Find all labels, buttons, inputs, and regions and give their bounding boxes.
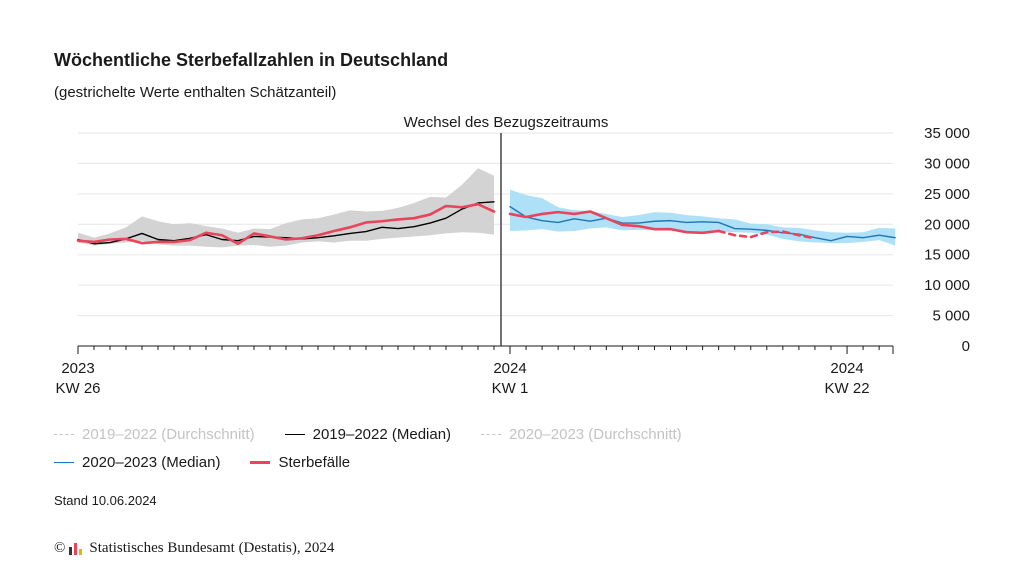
- range-band-2019-2022: [78, 168, 494, 248]
- x-tick-label-week: KW 26: [55, 380, 100, 397]
- copyright-symbol: ©: [54, 540, 66, 556]
- chart-title: Wöchentliche Sterbefallzahlen in Deutsch…: [54, 50, 449, 70]
- legend-label: Sterbefälle: [278, 453, 351, 471]
- legend: 2019–2022 (Durchschnitt) 2019–2022 (Media…: [54, 420, 712, 476]
- y-tick-label: 30 000: [924, 155, 970, 172]
- legend-swatch: [481, 433, 502, 435]
- y-tick-label: 20 000: [924, 216, 970, 233]
- x-tick-label-year: 2024: [493, 360, 526, 377]
- grid-lines: [78, 132, 893, 317]
- x-tick-label-year: 2023: [61, 360, 94, 377]
- y-tick-label: 0: [962, 338, 970, 355]
- x-tick-label-week: KW 1: [492, 380, 529, 397]
- y-tick-label: 35 000: [924, 125, 970, 142]
- median-line-2019-2022: [77, 201, 495, 245]
- y-tick-label: 5 000: [932, 308, 970, 325]
- period-change-annotation: Wechsel des Bezugszeitraums: [404, 114, 609, 131]
- data-status-date: Stand 10.06.2024: [54, 493, 157, 508]
- legend-item: 2019–2022 (Median): [284, 425, 452, 443]
- legend-label: 2019–2022 (Durchschnitt): [82, 425, 255, 443]
- chart-area: 0 5 000 10 000 15 000 20 000 25 000 30 000 35 0…: [55, 114, 970, 397]
- series-lines: [76, 201, 896, 246]
- deaths-line-2024: [508, 210, 720, 235]
- x-tick-label-year: 2024: [830, 360, 863, 377]
- x-axis: 2023 KW 26 2024 KW 1 2024 KW 22: [55, 345, 894, 397]
- source-credit: © Statistisches Bundesamt (Destatis), 20…: [54, 540, 334, 557]
- legend-item: 2019–2022 (Durchschnitt): [54, 426, 255, 443]
- range-band-2020-2023: [510, 189, 896, 246]
- legend-label: 2020–2023 (Median): [82, 453, 221, 471]
- y-tick-label: 10 000: [924, 277, 970, 294]
- legend-item: 2020–2023 (Median): [54, 454, 220, 471]
- source-text: Statistisches Bundesamt (Destatis), 2024: [89, 540, 335, 556]
- legend-swatch: [54, 433, 74, 435]
- deaths-line-2023: [76, 202, 496, 246]
- destatis-logo-icon: [69, 542, 83, 555]
- legend-swatch: [284, 433, 305, 435]
- y-tick-label: 15 000: [924, 247, 970, 264]
- legend-item: Sterbefälle: [250, 454, 350, 471]
- legend-swatch: [54, 461, 74, 463]
- y-tick-label: 25 000: [924, 186, 970, 203]
- y-axis-tick-labels: 0 5 000 10 000 15 000 20 000 25 000 30 000 35 0…: [924, 125, 970, 355]
- x-tick-label-week: KW 22: [825, 380, 870, 397]
- legend-label: 2020–2023 (Durchschnitt): [509, 425, 682, 443]
- legend-swatch: [250, 460, 271, 464]
- median-line-2020-2023: [509, 205, 896, 242]
- legend-label: 2019–2022 (Median): [312, 425, 452, 443]
- legend-item: 2020–2023 (Durchschnitt): [481, 426, 682, 443]
- deaths-line-2024-estimated: [717, 229, 817, 240]
- chart-subtitle: (gestrichelte Werte enthalten Schätzante…: [54, 84, 337, 101]
